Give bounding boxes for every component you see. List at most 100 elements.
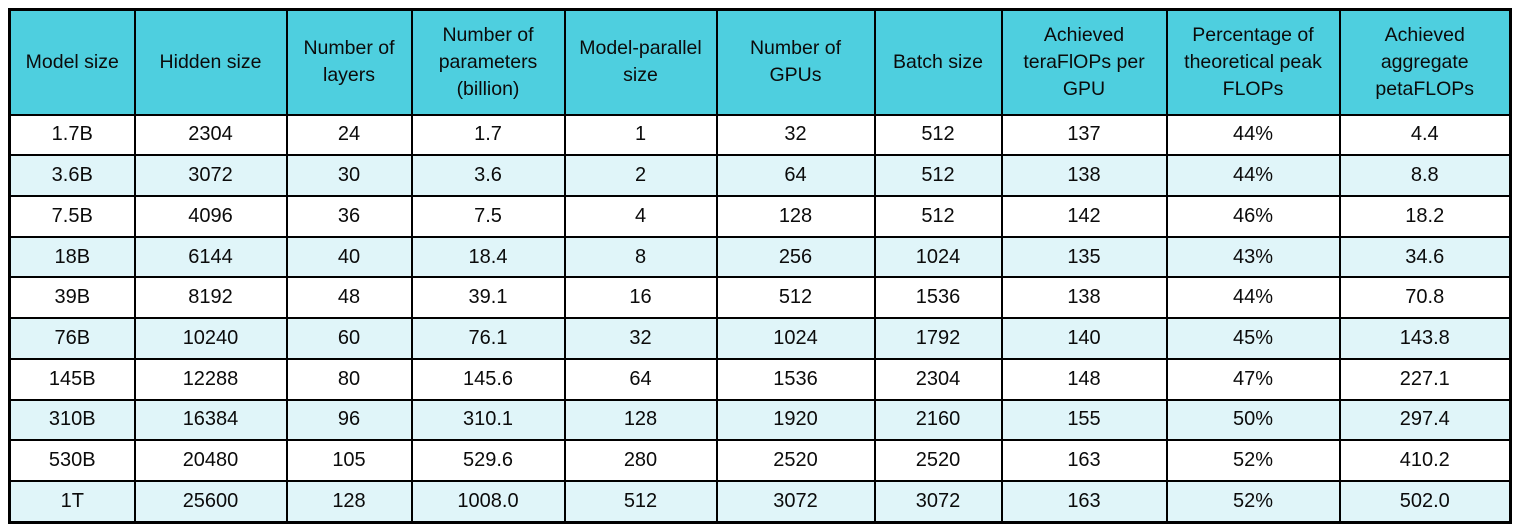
table-cell: 2: [563, 154, 718, 197]
table-cell: 45%: [1165, 317, 1341, 360]
table-cell: 30: [285, 154, 413, 197]
table-row: 76B 10240 60 76.1 32 1024 1792 140 45% 143.8: [8, 317, 1512, 360]
table-row: 7.5B 4096 36 7.5 4 128 512 142 46% 18.2: [8, 194, 1512, 238]
table-cell: 47%: [1165, 357, 1341, 401]
table-header: Model size Hidden size Number of layers Num…: [8, 8, 1512, 116]
table-cell: 128: [285, 479, 413, 524]
table-cell: 8192: [133, 276, 288, 320]
table-cell: 52%: [1165, 439, 1341, 482]
table-cell: 145.6: [410, 357, 566, 401]
table-cell: 1: [563, 113, 718, 157]
table-cell: 256: [715, 235, 876, 279]
table-cell: 70.8: [1338, 276, 1512, 320]
table-row: 145B 12288 80 145.6 64 1536 2304 148 47% 227.1: [8, 357, 1512, 401]
header-cell: Achieved aggregate petaFLOPs: [1338, 8, 1512, 116]
header-row: Model size Hidden size Number of layers Num…: [8, 8, 1512, 116]
table-cell: 24: [285, 113, 413, 157]
table-cell: 64: [563, 357, 718, 401]
table-cell: 2520: [715, 439, 876, 482]
table-cell: 530B: [8, 439, 136, 482]
table-row: 3.6B 3072 30 3.6 2 64 512 138 44% 8.8: [8, 154, 1512, 197]
table-cell: 163: [1000, 439, 1168, 482]
table-cell: 3072: [873, 479, 1003, 524]
table-cell: 128: [563, 398, 718, 442]
table-cell: 48: [285, 276, 413, 320]
table-cell: 20480: [133, 439, 288, 482]
table-cell: 512: [873, 194, 1003, 238]
table-cell: 3.6: [410, 154, 566, 197]
header-cell: Model-parallel size: [563, 8, 718, 116]
table-cell: 297.4: [1338, 398, 1512, 442]
table-cell: 43%: [1165, 235, 1341, 279]
table-cell: 8: [563, 235, 718, 279]
table-cell: 34.6: [1338, 235, 1512, 279]
table-cell: 8.8: [1338, 154, 1512, 197]
table-cell: 32: [715, 113, 876, 157]
table-cell: 2520: [873, 439, 1003, 482]
table-row: 39B 8192 48 39.1 16 512 1536 138 44% 70.8: [8, 276, 1512, 320]
table-cell: 39.1: [410, 276, 566, 320]
table-cell: 6144: [133, 235, 288, 279]
table-cell: 16384: [133, 398, 288, 442]
table-cell: 7.5: [410, 194, 566, 238]
table-cell: 46%: [1165, 194, 1341, 238]
table-row: 1.7B 2304 24 1.7 1 32 512 137 44% 4.4: [8, 113, 1512, 157]
table-cell: 18.2: [1338, 194, 1512, 238]
table-cell: 80: [285, 357, 413, 401]
table-cell: 96: [285, 398, 413, 442]
table-cell: 512: [715, 276, 876, 320]
table-cell: 18.4: [410, 235, 566, 279]
header-cell: Batch size: [873, 8, 1003, 116]
table-cell: 310B: [8, 398, 136, 442]
table-cell: 410.2: [1338, 439, 1512, 482]
header-cell: Number of layers: [285, 8, 413, 116]
table-cell: 142: [1000, 194, 1168, 238]
table-cell: 50%: [1165, 398, 1341, 442]
table-cell: 4096: [133, 194, 288, 238]
table-cell: 1.7: [410, 113, 566, 157]
table-cell: 39B: [8, 276, 136, 320]
table-cell: 10240: [133, 317, 288, 360]
header-cell: Model size: [8, 8, 136, 116]
table-cell: 36: [285, 194, 413, 238]
table-cell: 25600: [133, 479, 288, 524]
table-cell: 4.4: [1338, 113, 1512, 157]
table-cell: 32: [563, 317, 718, 360]
table-cell: 148: [1000, 357, 1168, 401]
table-cell: 135: [1000, 235, 1168, 279]
table-row: 1T 25600 128 1008.0 512 3072 3072 163 52% 502.0: [8, 479, 1512, 524]
header-cell: Number of GPUs: [715, 8, 876, 116]
table-cell: 1536: [873, 276, 1003, 320]
table-cell: 143.8: [1338, 317, 1512, 360]
header-cell: Number of parameters (billion): [410, 8, 566, 116]
table-cell: 137: [1000, 113, 1168, 157]
table-cell: 155: [1000, 398, 1168, 442]
table-cell: 44%: [1165, 154, 1341, 197]
table-cell: 145B: [8, 357, 136, 401]
table-cell: 3.6B: [8, 154, 136, 197]
table-cell: 140: [1000, 317, 1168, 360]
table-cell: 1024: [873, 235, 1003, 279]
table-cell: 2160: [873, 398, 1003, 442]
table-cell: 128: [715, 194, 876, 238]
table-cell: 2304: [133, 113, 288, 157]
table-cell: 227.1: [1338, 357, 1512, 401]
table-cell: 3072: [133, 154, 288, 197]
table-cell: 1T: [8, 479, 136, 524]
table-row: 18B 6144 40 18.4 8 256 1024 135 43% 34.6: [8, 235, 1512, 279]
table-cell: 310.1: [410, 398, 566, 442]
table-cell: 1792: [873, 317, 1003, 360]
table-cell: 138: [1000, 154, 1168, 197]
table-cell: 7.5B: [8, 194, 136, 238]
table-cell: 64: [715, 154, 876, 197]
table-cell: 44%: [1165, 276, 1341, 320]
table-cell: 512: [873, 154, 1003, 197]
table-cell: 1008.0: [410, 479, 566, 524]
table-cell: 1024: [715, 317, 876, 360]
table-cell: 1920: [715, 398, 876, 442]
table-cell: 4: [563, 194, 718, 238]
table-row: 530B 20480 105 529.6 280 2520 2520 163 52% 410.2: [8, 439, 1512, 482]
table-cell: 512: [563, 479, 718, 524]
table-cell: 512: [873, 113, 1003, 157]
table-cell: 1536: [715, 357, 876, 401]
